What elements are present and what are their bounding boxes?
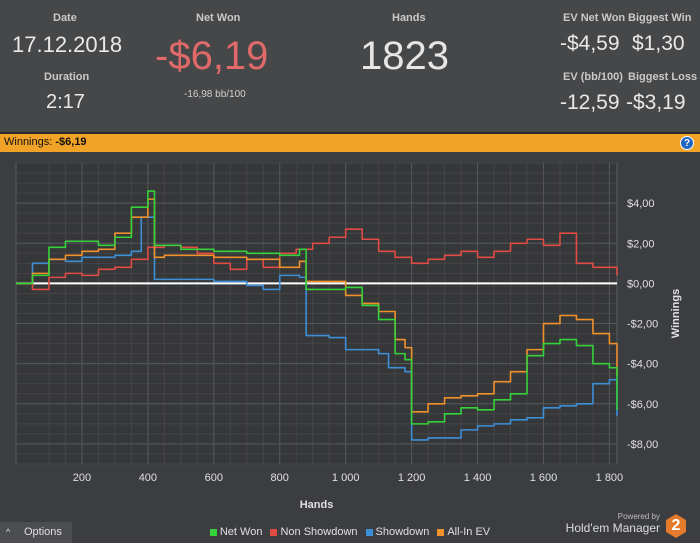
y-tick-label: -$6,00 — [627, 399, 658, 411]
ev-bb100-value: -12,59 — [560, 91, 620, 114]
x-tick-label: 1 800 — [596, 472, 624, 484]
powered-by: Powered by Hold'em Manager — [566, 512, 660, 535]
x-tick-label: 800 — [271, 472, 289, 484]
brand-logo: 2 — [666, 514, 686, 538]
legend-item: All-In EV — [437, 526, 490, 538]
winnings-summary: Winnings: -$6,19 — [4, 136, 87, 148]
winnings-value: -$6,19 — [55, 136, 87, 148]
series-line-non-showdown — [16, 228, 618, 291]
date-label: Date — [53, 12, 77, 24]
y-tick-label: -$8,00 — [627, 439, 658, 451]
y-tick-label: $0,00 — [627, 278, 655, 290]
chart-legend: Net Won Non Showdown Showdown All-In EV — [0, 526, 700, 538]
powered-by-label: Powered by — [617, 512, 660, 521]
legend-swatch — [270, 528, 278, 536]
winnings-label: Winnings: — [4, 136, 53, 148]
y-tick-label: -$2,00 — [627, 319, 658, 331]
legend-label: Showdown — [375, 526, 430, 538]
chevron-up-icon: ^ — [6, 527, 11, 537]
y-tick-label: $4,00 — [627, 198, 655, 210]
winnings-chart-svg: 200 400 600 800 1 000 1 200 1 400 1 600 1 800 $4,… — [15, 162, 682, 511]
net-won-label: Net Won — [196, 12, 241, 24]
legend-label: Net Won — [219, 526, 263, 538]
series-line-showdown — [16, 216, 618, 441]
y-tick-label: $2,00 — [627, 238, 655, 250]
hands-label: Hands — [392, 12, 426, 24]
legend-item: Net Won — [209, 526, 263, 538]
footer-bar: ^ Options Net Won Non Showdown Showdown All… — [0, 512, 700, 543]
winnings-bar: Winnings: -$6,19 ? — [0, 134, 700, 152]
winnings-chart: 200 400 600 800 1 000 1 200 1 400 1 600 1 800 $4,… — [0, 152, 700, 522]
x-tick-label: 1 000 — [332, 472, 360, 484]
options-label: Options — [24, 526, 62, 538]
biggest-loss-value: -$3,19 — [626, 91, 686, 114]
help-icon[interactable]: ? — [680, 136, 694, 150]
x-tick-label: 400 — [139, 472, 157, 484]
legend-label: Non Showdown — [280, 526, 358, 538]
x-tick-label: 1 600 — [530, 472, 558, 484]
legend-item: Non Showdown — [270, 526, 358, 538]
stats-panel: Date 17.12.2018 Duration 2:17 Net Won -$… — [0, 0, 700, 134]
biggest-loss-label: Biggest Loss — [628, 71, 698, 83]
hands-value: 1823 — [360, 34, 449, 78]
net-won-value: -$6,19 — [155, 34, 269, 78]
legend-item: Showdown — [365, 526, 430, 538]
biggest-win-value: $1,30 — [632, 32, 685, 55]
x-tick-label: 1 400 — [464, 472, 492, 484]
x-tick-label: 1 200 — [398, 472, 426, 484]
x-tick-label: 200 — [73, 472, 91, 484]
ev-net-won-value: -$4,59 — [560, 32, 620, 55]
legend-swatch — [437, 528, 445, 536]
brand-name: Hold'em Manager — [565, 521, 660, 535]
legend-swatch — [365, 528, 373, 536]
options-button[interactable]: ^ Options — [0, 522, 72, 543]
date-value: 17.12.2018 — [12, 32, 123, 57]
series-line-net-won — [16, 190, 618, 425]
net-won-bb100: -16,98 bb/100 — [184, 89, 246, 100]
legend-swatch — [209, 528, 217, 536]
biggest-win-label: Biggest Win — [628, 12, 692, 24]
y-tick-label: -$4,00 — [627, 359, 658, 371]
ev-bb100-label: EV (bb/100) — [563, 71, 623, 83]
y-axis-label: Winnings — [670, 289, 682, 338]
x-axis-label: Hands — [300, 499, 334, 511]
legend-label: All-In EV — [447, 526, 491, 538]
x-tick-label: 600 — [205, 472, 223, 484]
duration-value: 2:17 — [46, 91, 85, 113]
duration-label: Duration — [44, 71, 90, 83]
ev-net-won-label: EV Net Won — [563, 12, 626, 24]
